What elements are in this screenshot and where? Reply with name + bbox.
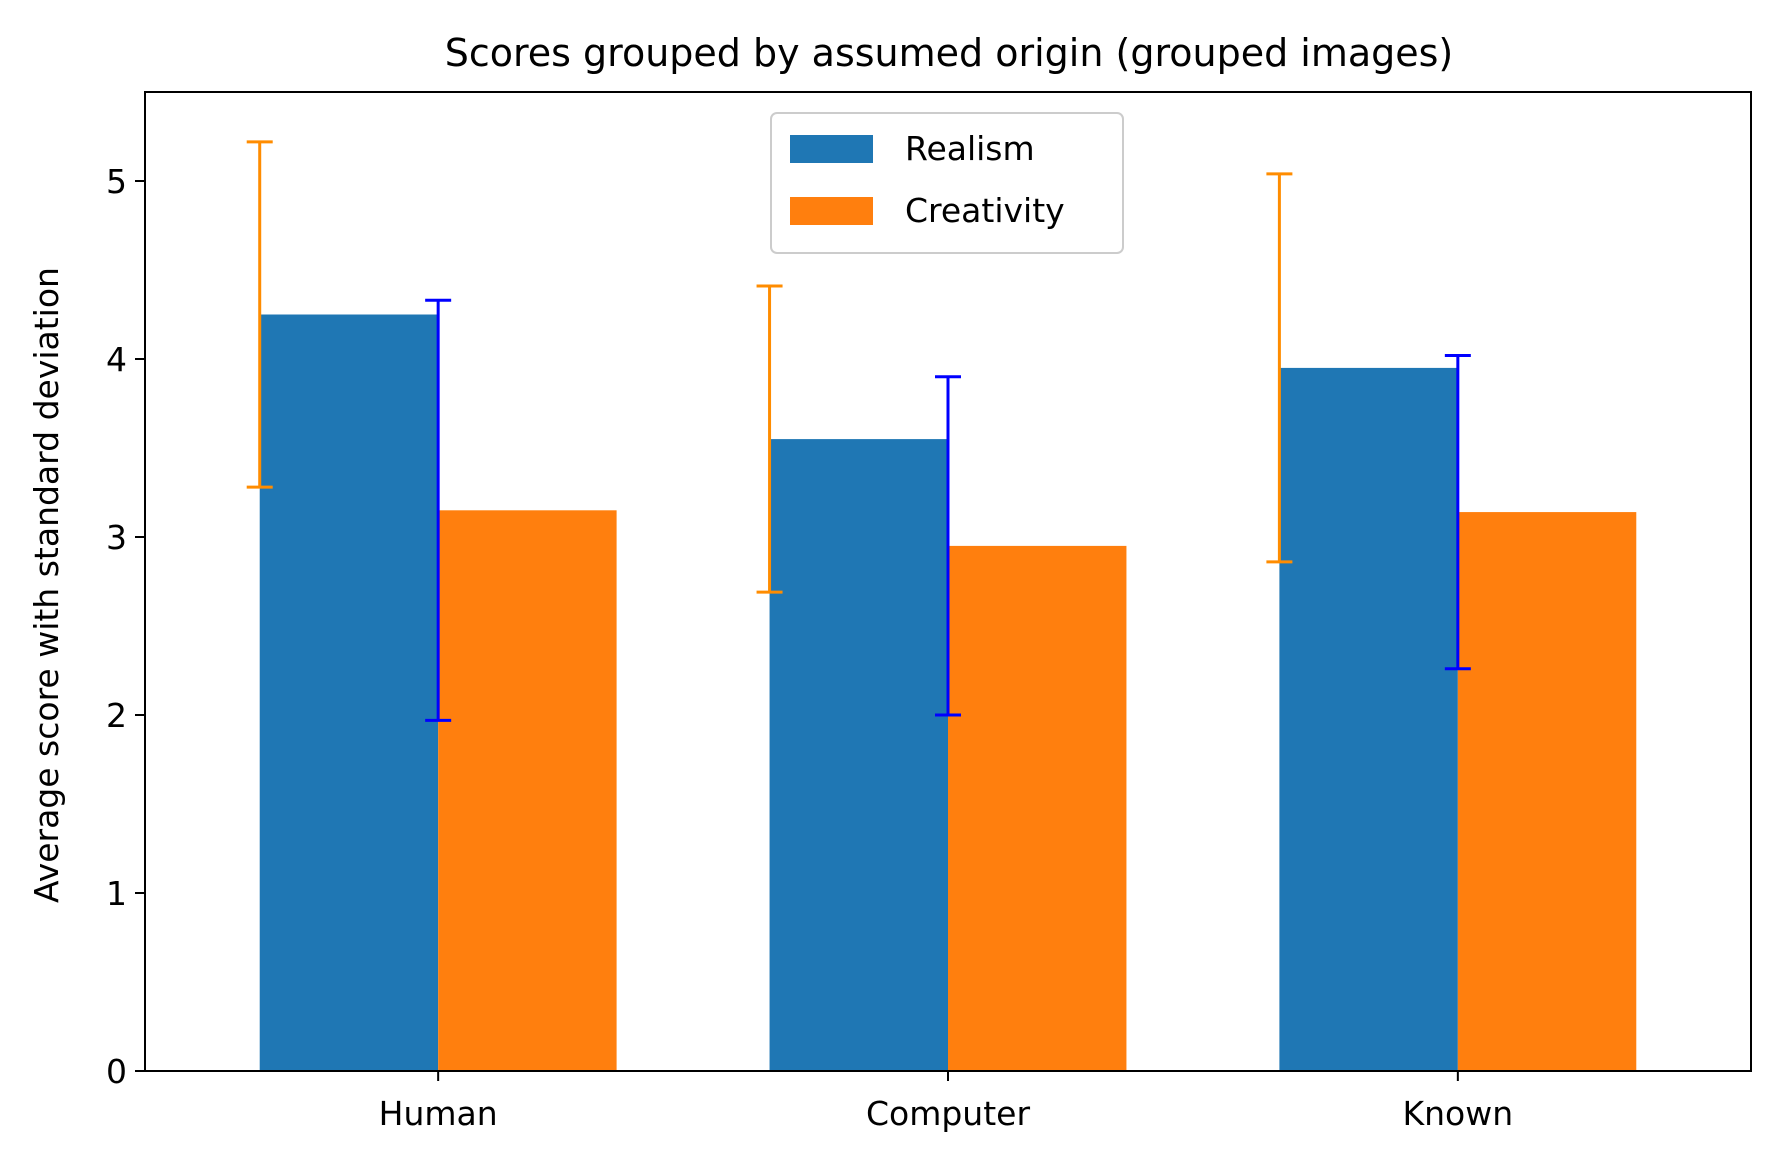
y-tick-label: 1	[106, 874, 127, 913]
bar-creativity-known	[1457, 512, 1637, 1071]
legend-swatch-realism	[790, 135, 873, 163]
error-bar-creativity-human	[425, 298, 452, 722]
y-tick-label: 4	[106, 340, 127, 379]
y-tick-label: 5	[106, 162, 127, 201]
x-axis: Human Computer Known	[379, 1071, 1514, 1133]
legend-label-creativity: Creativity	[905, 191, 1065, 230]
x-tick-label-computer: Computer	[866, 1094, 1030, 1133]
error-bars-group	[246, 140, 1471, 722]
bar-realism-human	[259, 314, 439, 1071]
y-tick-label: 3	[106, 518, 127, 557]
bar-realism-known	[1279, 367, 1458, 1071]
legend-label-realism: Realism	[905, 129, 1035, 168]
y-tick-label: 2	[106, 696, 127, 735]
bars-group	[259, 314, 1637, 1072]
legend-swatch-creativity	[790, 197, 873, 225]
error-bar-realism-human	[246, 140, 273, 489]
error-bar-realism-known	[1266, 172, 1293, 564]
error-bar-creativity-known	[1444, 353, 1471, 671]
bar-creativity-human	[438, 510, 617, 1071]
y-axis: 0 1 2 3 4 5	[106, 162, 145, 1091]
chart-title: Scores grouped by assumed origin (groupe…	[445, 31, 1454, 75]
y-tick-label: 0	[106, 1052, 127, 1091]
bar-realism-computer	[769, 439, 948, 1072]
error-bar-realism-computer	[756, 284, 783, 594]
x-tick-label-known: Known	[1403, 1094, 1514, 1133]
error-bar-creativity-computer	[935, 375, 961, 717]
x-tick-label-human: Human	[379, 1094, 498, 1133]
y-axis-label: Average score with standard deviation	[27, 267, 66, 903]
bar-creativity-computer	[948, 545, 1127, 1071]
legend: Realism Creativity	[770, 112, 1124, 254]
